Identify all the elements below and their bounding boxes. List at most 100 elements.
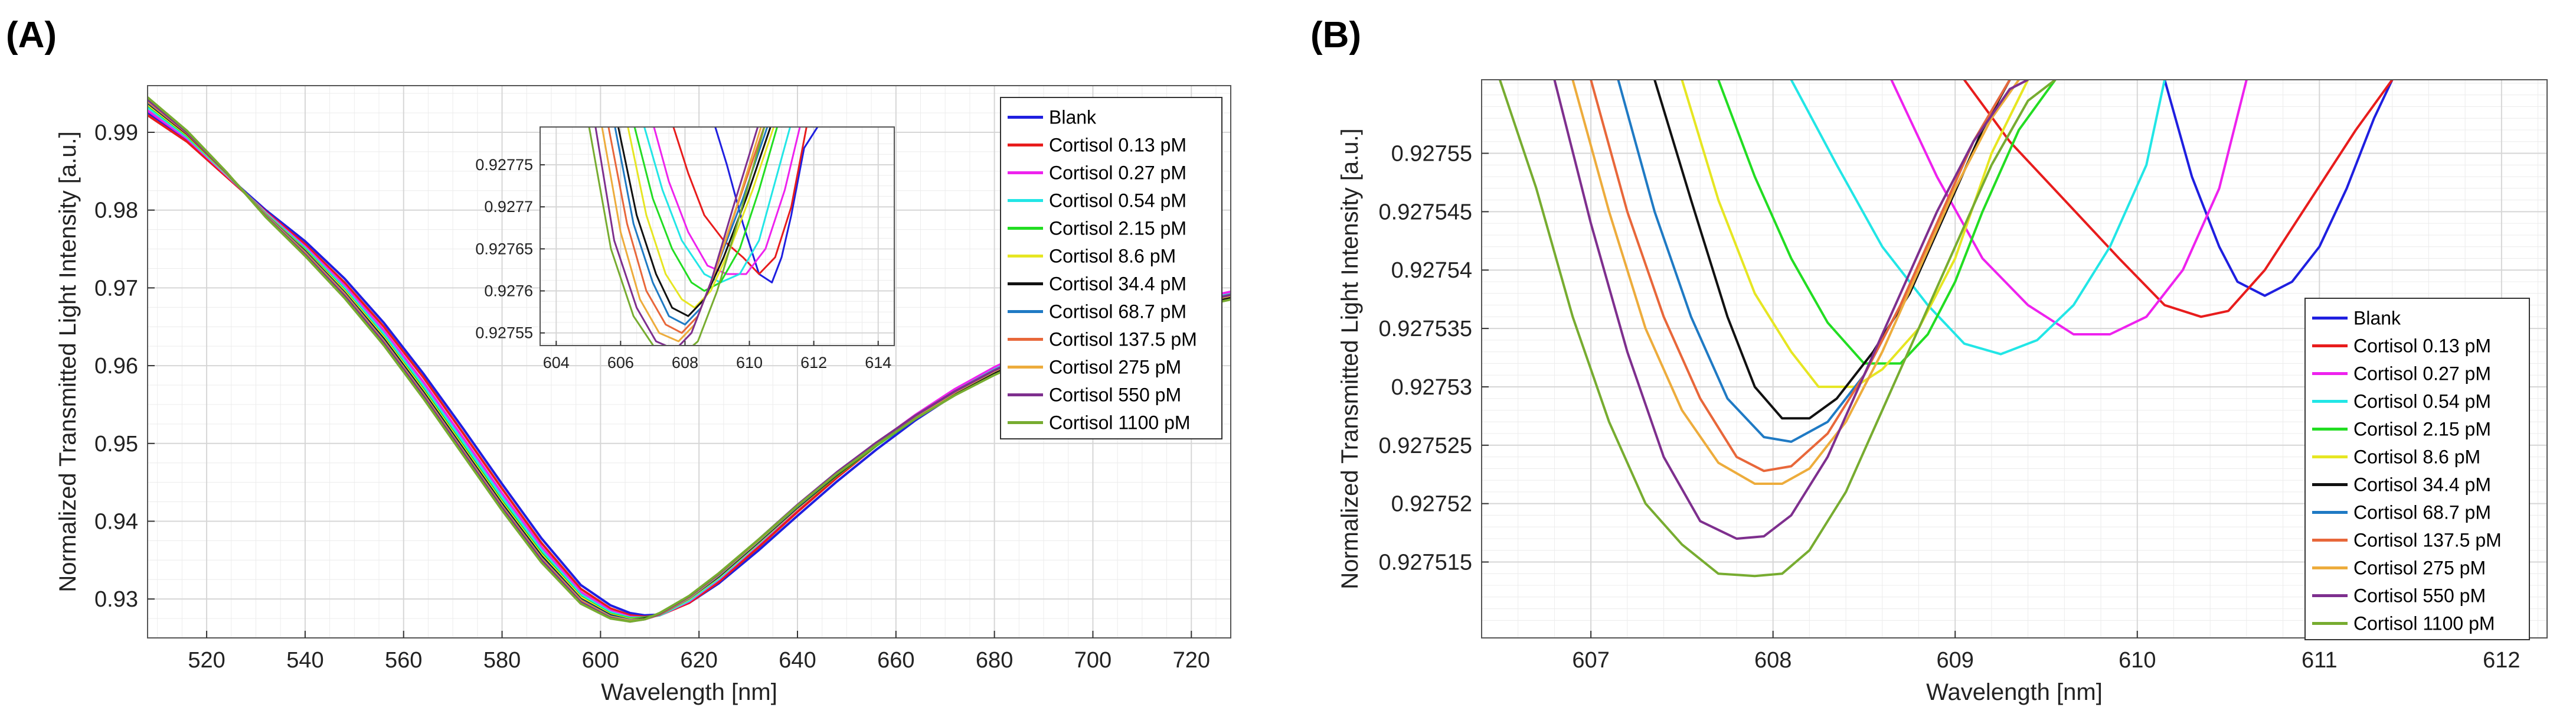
x-tick-label: 540	[286, 648, 323, 673]
y-axis-label: Normalized Transmitted Light Intensity […	[55, 131, 81, 592]
y-tick-label: 0.92753	[1391, 375, 1472, 400]
series-group	[1499, 80, 2394, 578]
series-line-1	[714, 127, 819, 284]
legend-label: Cortisol 2.15 pM	[2353, 419, 2491, 440]
legend-label: Cortisol 68.7 pM	[1049, 301, 1186, 322]
series-line-10	[601, 127, 762, 343]
legend-label: Cortisol 8.6 pM	[2353, 447, 2480, 468]
x-tick-label: 700	[1074, 648, 1112, 673]
legend-label: Cortisol 0.13 pM	[2353, 335, 2491, 357]
series-line-2	[1963, 80, 2394, 318]
x-tick-label: 720	[1173, 648, 1210, 673]
legend-label: Cortisol 8.6 pM	[1049, 246, 1176, 267]
legend-label: Cortisol 275 pM	[1049, 357, 1181, 378]
x-tick-label: 612	[2483, 648, 2520, 673]
x-tick-label: 614	[865, 354, 891, 372]
axes-frame	[1481, 79, 2548, 638]
series-line-10	[1571, 80, 2020, 485]
y-tick-label: 0.97	[94, 276, 138, 301]
series-line-7	[1653, 80, 2011, 420]
legend-label: Cortisol 1100 pM	[1049, 412, 1191, 434]
legend-box	[2304, 298, 2530, 640]
series-line-12	[1499, 80, 2057, 578]
series-line-3	[1890, 80, 2248, 335]
legend-label: Cortisol 0.27 pM	[1049, 162, 1186, 184]
y-tick-label: 0.98	[94, 198, 138, 223]
legend-label: Cortisol 0.13 pM	[1049, 135, 1186, 156]
series-line-1	[2163, 80, 2394, 297]
series-line-11	[594, 127, 759, 346]
y-tick-label: 0.92755	[475, 324, 533, 342]
legend-label: Cortisol 2.15 pM	[1049, 218, 1186, 239]
legend-label: Cortisol 550 pM	[2353, 585, 2486, 607]
legend-label: Cortisol 0.27 pM	[2353, 363, 2491, 385]
x-tick-label: 610	[736, 354, 763, 372]
x-tick-label: 610	[2119, 648, 2156, 673]
x-tick-label: 620	[680, 648, 717, 673]
y-tick-label: 0.927545	[1379, 200, 1473, 224]
legend-label: Cortisol 0.54 pM	[1049, 190, 1186, 211]
series-group	[588, 127, 819, 346]
legend-label: Blank	[1049, 107, 1097, 128]
y-tick-label: 0.96	[94, 354, 138, 379]
series-line-5	[633, 127, 779, 292]
y-tick-label: 0.95	[94, 432, 138, 457]
legend-label: Blank	[2353, 308, 2401, 329]
legend-label: Cortisol 275 pM	[2353, 558, 2486, 579]
x-tick-label: 660	[877, 648, 914, 673]
x-tick-label: 560	[385, 648, 422, 673]
y-tick-label: 0.93	[94, 587, 138, 612]
x-tick-label: 580	[483, 648, 521, 673]
y-tick-label: 0.94	[94, 509, 138, 534]
series-line-11	[1553, 80, 2029, 540]
chart-a-inset: 604 606 608 610 612 614 0.92755 0.9276 0.92765 0.…	[475, 126, 895, 372]
axes-frame	[540, 126, 895, 346]
y-tick-label: 0.9276	[484, 282, 533, 300]
series-line-3	[653, 127, 801, 275]
series-line-12	[588, 127, 766, 346]
x-tick-label: 606	[607, 354, 634, 372]
x-tick-label: 608	[672, 354, 698, 372]
legend-label: Cortisol 137.5 pM	[2353, 530, 2502, 551]
x-axis-label: Wavelength [nm]	[601, 679, 777, 705]
x-tick-label: 640	[779, 648, 816, 673]
y-tick-label: 0.9277	[484, 198, 533, 216]
y-tick-label: 0.92754	[1391, 258, 1472, 283]
legend-label: Cortisol 137.5 pM	[1049, 329, 1197, 350]
legend-label: Cortisol 0.54 pM	[2353, 391, 2491, 412]
legend-label: Cortisol 34.4 pM	[1049, 273, 1186, 295]
panel-a-label: (A)	[6, 15, 57, 56]
y-tick-label: 0.927535	[1379, 317, 1473, 341]
x-tick-label: 612	[800, 354, 827, 372]
y-axis-label: Normalized Transmitted Light Intensity […	[1337, 128, 1363, 589]
y-tick-label: 0.92755	[1391, 142, 1472, 167]
series-line-5	[1717, 80, 2057, 365]
y-tick-label: 0.92752	[1391, 492, 1472, 517]
x-axis-label: Wavelength [nm]	[1926, 679, 2103, 705]
x-tick-label: 611	[2302, 648, 2338, 673]
chart-b: 607 608 609 610 611 612 0.927515 0.92752 0.92752…	[1337, 79, 2548, 705]
x-tick-label: 607	[1572, 648, 1609, 673]
x-tick-label: 604	[543, 354, 570, 372]
series-line-9	[1590, 80, 2011, 473]
legend-label: Cortisol 550 pM	[1049, 385, 1181, 406]
y-tick-label: 0.99	[94, 120, 138, 145]
panel-b-label: (B)	[1310, 15, 1361, 56]
x-tick-label: 609	[1937, 648, 1974, 673]
series-line-8	[614, 127, 769, 325]
y-tick-label: 0.927525	[1379, 434, 1473, 458]
x-tick-label: 680	[976, 648, 1013, 673]
legend-label: Cortisol 34.4 pM	[2353, 474, 2491, 496]
series-line-4	[1790, 80, 2166, 356]
legend-label: Cortisol 1100 pM	[2353, 613, 2495, 634]
x-tick-label: 608	[1754, 648, 1792, 673]
y-tick-label: 0.927515	[1379, 550, 1473, 575]
x-tick-label: 520	[188, 648, 225, 673]
series-line-6	[627, 127, 775, 309]
series-line-2	[672, 127, 808, 275]
x-tick-label: 600	[582, 648, 619, 673]
axes-frame	[147, 85, 1231, 638]
y-tick-label: 0.92765	[475, 240, 533, 258]
legend-box	[1000, 97, 1222, 439]
